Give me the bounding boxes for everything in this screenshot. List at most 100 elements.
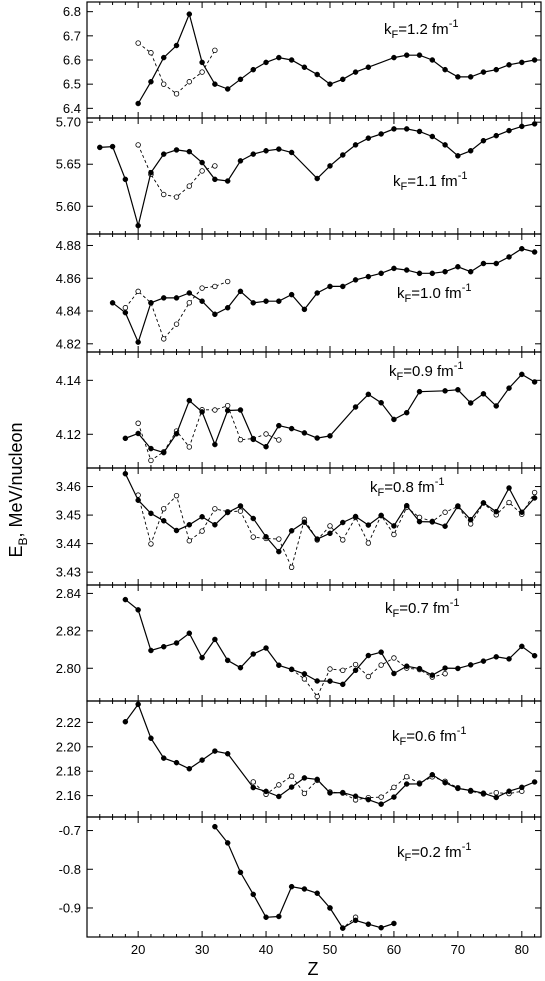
filled-data-point [493, 66, 499, 73]
filled-data-point [160, 518, 167, 524]
filled-data-point [212, 441, 218, 448]
filled-data-point [173, 42, 180, 49]
filled-data-point [455, 503, 461, 509]
filled-data-point [148, 79, 154, 85]
filled-data-point [493, 654, 499, 660]
filled-data-point [467, 516, 474, 523]
y-axis-title: EB, MeV/nucleon [6, 422, 30, 557]
filled-data-point [327, 790, 333, 796]
filled-data-point [186, 290, 193, 296]
filled-data-point [224, 840, 231, 846]
open-data-point [263, 431, 269, 437]
filled-data-point [480, 658, 487, 664]
open-data-point [442, 509, 448, 515]
filled-data-point [186, 148, 193, 155]
filled-data-point [263, 788, 269, 795]
filled-data-point [352, 277, 359, 283]
filled-data-point [122, 176, 129, 183]
filled-data-point [173, 295, 180, 301]
open-data-point [161, 191, 167, 198]
open-data-point [212, 47, 218, 54]
solid-series-line [214, 826, 395, 929]
filled-data-point [365, 273, 372, 280]
open-data-point [378, 662, 384, 668]
filled-data-point [276, 548, 282, 555]
dashed-series-line [137, 492, 535, 569]
open-data-point [148, 50, 154, 56]
filled-data-point [263, 645, 269, 651]
filled-data-point [263, 443, 269, 450]
filled-data-point [237, 158, 244, 164]
filled-data-point [122, 596, 129, 603]
filled-data-point [416, 518, 423, 525]
filled-data-point [403, 409, 410, 416]
y-tick-label: 2.80 [56, 661, 81, 676]
filled-data-point [506, 254, 512, 260]
open-data-point [173, 91, 180, 97]
filled-data-point [467, 74, 474, 80]
filled-data-point [493, 794, 499, 801]
solid-series-line [112, 248, 535, 344]
filled-data-point [327, 283, 333, 290]
filled-data-point [314, 435, 320, 441]
filled-data-point [160, 295, 167, 301]
open-data-point [135, 420, 141, 426]
open-data-point [391, 784, 397, 791]
panel-label: kF=1.1 fm-1 [393, 170, 467, 193]
filled-data-point [519, 509, 525, 515]
filled-data-point [455, 665, 461, 672]
panel-4: 4.12 4.14 kF=0.9 fm-1 [56, 351, 542, 469]
panel-label-value: =1.0 fm [411, 285, 461, 302]
filled-data-point [391, 523, 397, 529]
panel-label-superscript: -1 [435, 476, 445, 488]
panel-5: 3.43 3.44 3.45 3.46 kF=0.8 fm-1 [56, 467, 542, 586]
open-data-point [186, 444, 193, 450]
filled-data-point [288, 57, 295, 63]
open-data-point [212, 283, 218, 290]
filled-data-point [109, 300, 116, 306]
filled-data-point [276, 422, 282, 429]
open-data-point [237, 436, 244, 443]
open-data-point [442, 670, 448, 677]
filled-data-point [340, 681, 346, 688]
filled-data-point [301, 64, 308, 70]
filled-data-point [250, 651, 257, 657]
panel-label-superscript: -1 [458, 170, 468, 182]
filled-data-point [160, 151, 167, 157]
panel-label-subscript: F [397, 371, 404, 383]
filled-data-point [391, 670, 397, 677]
filled-data-point [506, 485, 512, 491]
dashed-series-line [252, 775, 522, 801]
filled-data-point [237, 503, 244, 509]
filled-data-point [429, 270, 436, 277]
filled-data-point [391, 794, 397, 800]
filled-data-point [467, 662, 474, 668]
filled-data-point [173, 527, 180, 534]
filled-data-point [224, 305, 231, 311]
filled-data-point [352, 404, 359, 410]
filled-data-point [314, 290, 320, 296]
filled-data-point [352, 667, 359, 674]
filled-data-point [442, 523, 448, 529]
panel-label-value: =0.2 fm [411, 844, 461, 861]
filled-data-point [276, 146, 282, 152]
panel-label-value: =0.8 fm [384, 479, 434, 496]
filled-data-point [288, 666, 295, 673]
filled-data-point [506, 656, 512, 662]
solid-series-line [99, 123, 535, 228]
filled-data-point [378, 924, 384, 931]
open-data-point [301, 790, 308, 797]
filled-data-point [314, 678, 320, 684]
filled-data-point [186, 397, 193, 404]
open-data-point [404, 774, 410, 780]
filled-data-point [442, 66, 448, 73]
open-data-point [135, 288, 141, 295]
filled-data-point [135, 701, 141, 708]
filled-data-point [378, 399, 384, 406]
filled-data-point [519, 371, 525, 378]
filled-data-point [378, 270, 384, 277]
filled-data-point [467, 268, 474, 275]
filled-data-point [212, 636, 218, 643]
y-tick-label: 2.18 [56, 764, 81, 779]
filled-data-point [314, 536, 320, 542]
